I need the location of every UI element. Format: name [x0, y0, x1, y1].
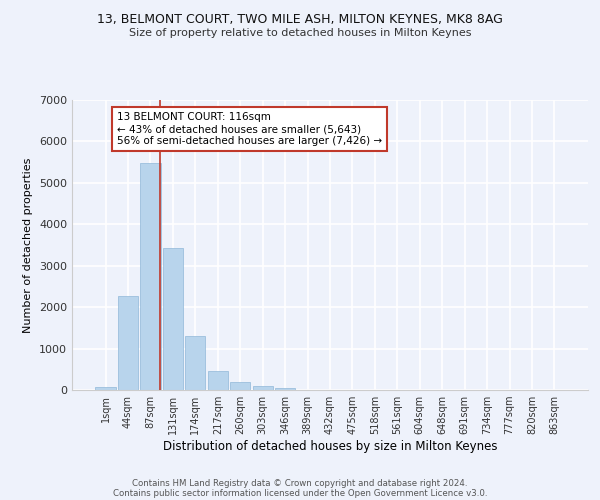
Text: Contains HM Land Registry data © Crown copyright and database right 2024.: Contains HM Land Registry data © Crown c…	[132, 478, 468, 488]
Bar	[230, 382, 250, 390]
Bar	[253, 386, 273, 390]
X-axis label: Distribution of detached houses by size in Milton Keynes: Distribution of detached houses by size …	[163, 440, 497, 453]
Bar	[118, 296, 138, 390]
Bar	[95, 386, 116, 390]
Bar	[185, 336, 205, 390]
Text: Contains public sector information licensed under the Open Government Licence v3: Contains public sector information licen…	[113, 488, 487, 498]
Bar	[275, 388, 295, 390]
Bar	[140, 163, 161, 390]
Y-axis label: Number of detached properties: Number of detached properties	[23, 158, 34, 332]
Bar	[208, 370, 228, 390]
Bar	[163, 248, 183, 390]
Text: Size of property relative to detached houses in Milton Keynes: Size of property relative to detached ho…	[129, 28, 471, 38]
Text: 13, BELMONT COURT, TWO MILE ASH, MILTON KEYNES, MK8 8AG: 13, BELMONT COURT, TWO MILE ASH, MILTON …	[97, 12, 503, 26]
Text: 13 BELMONT COURT: 116sqm
← 43% of detached houses are smaller (5,643)
56% of sem: 13 BELMONT COURT: 116sqm ← 43% of detach…	[117, 112, 382, 146]
